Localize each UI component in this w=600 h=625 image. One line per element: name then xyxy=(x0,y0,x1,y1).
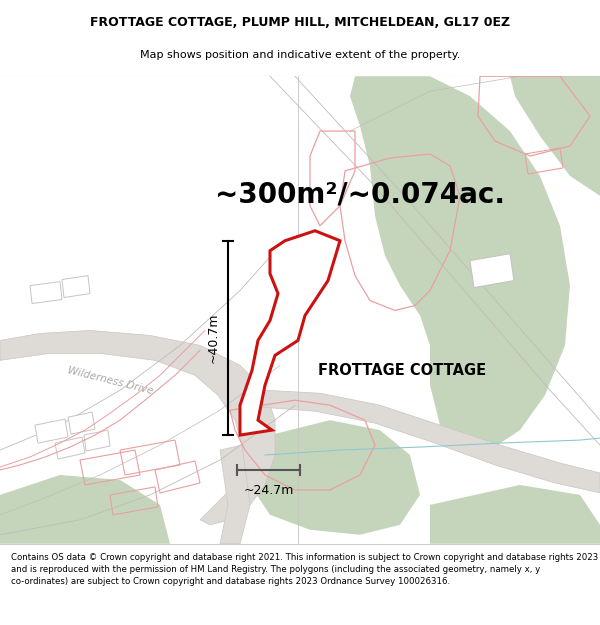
Polygon shape xyxy=(510,76,600,196)
Polygon shape xyxy=(250,420,420,535)
Polygon shape xyxy=(62,276,90,298)
Polygon shape xyxy=(84,430,110,451)
Polygon shape xyxy=(0,331,275,525)
Text: FROTTAGE COTTAGE: FROTTAGE COTTAGE xyxy=(318,362,486,378)
Polygon shape xyxy=(255,390,600,493)
Polygon shape xyxy=(220,445,250,544)
Polygon shape xyxy=(240,231,340,435)
Polygon shape xyxy=(350,76,570,450)
Polygon shape xyxy=(55,437,85,459)
Polygon shape xyxy=(68,412,95,434)
Text: Contains OS data © Crown copyright and database right 2021. This information is : Contains OS data © Crown copyright and d… xyxy=(11,554,598,586)
Polygon shape xyxy=(0,475,170,544)
Text: FROTTAGE COTTAGE, PLUMP HILL, MITCHELDEAN, GL17 0EZ: FROTTAGE COTTAGE, PLUMP HILL, MITCHELDEA… xyxy=(90,16,510,29)
Text: ~24.7m: ~24.7m xyxy=(244,484,293,497)
Polygon shape xyxy=(35,419,68,443)
Polygon shape xyxy=(470,254,514,288)
Text: ~40.7m: ~40.7m xyxy=(207,312,220,363)
Polygon shape xyxy=(430,485,600,544)
Text: Wilderness Drive: Wilderness Drive xyxy=(66,365,154,396)
Polygon shape xyxy=(30,282,62,304)
Text: Map shows position and indicative extent of the property.: Map shows position and indicative extent… xyxy=(140,50,460,60)
Text: ~300m²/~0.074ac.: ~300m²/~0.074ac. xyxy=(215,181,505,209)
